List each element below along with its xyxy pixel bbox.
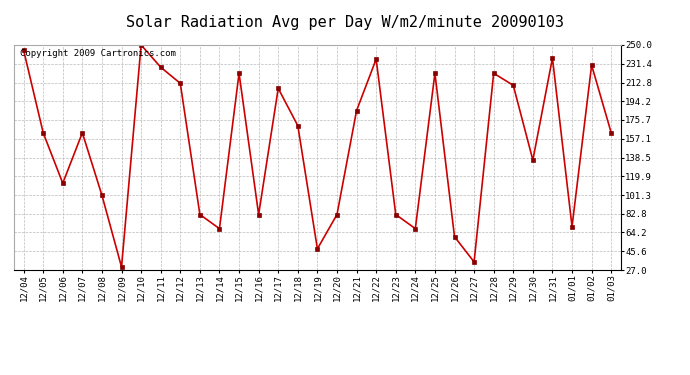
Text: Solar Radiation Avg per Day W/m2/minute 20090103: Solar Radiation Avg per Day W/m2/minute … bbox=[126, 15, 564, 30]
Text: Copyright 2009 Cartronics.com: Copyright 2009 Cartronics.com bbox=[20, 50, 176, 58]
